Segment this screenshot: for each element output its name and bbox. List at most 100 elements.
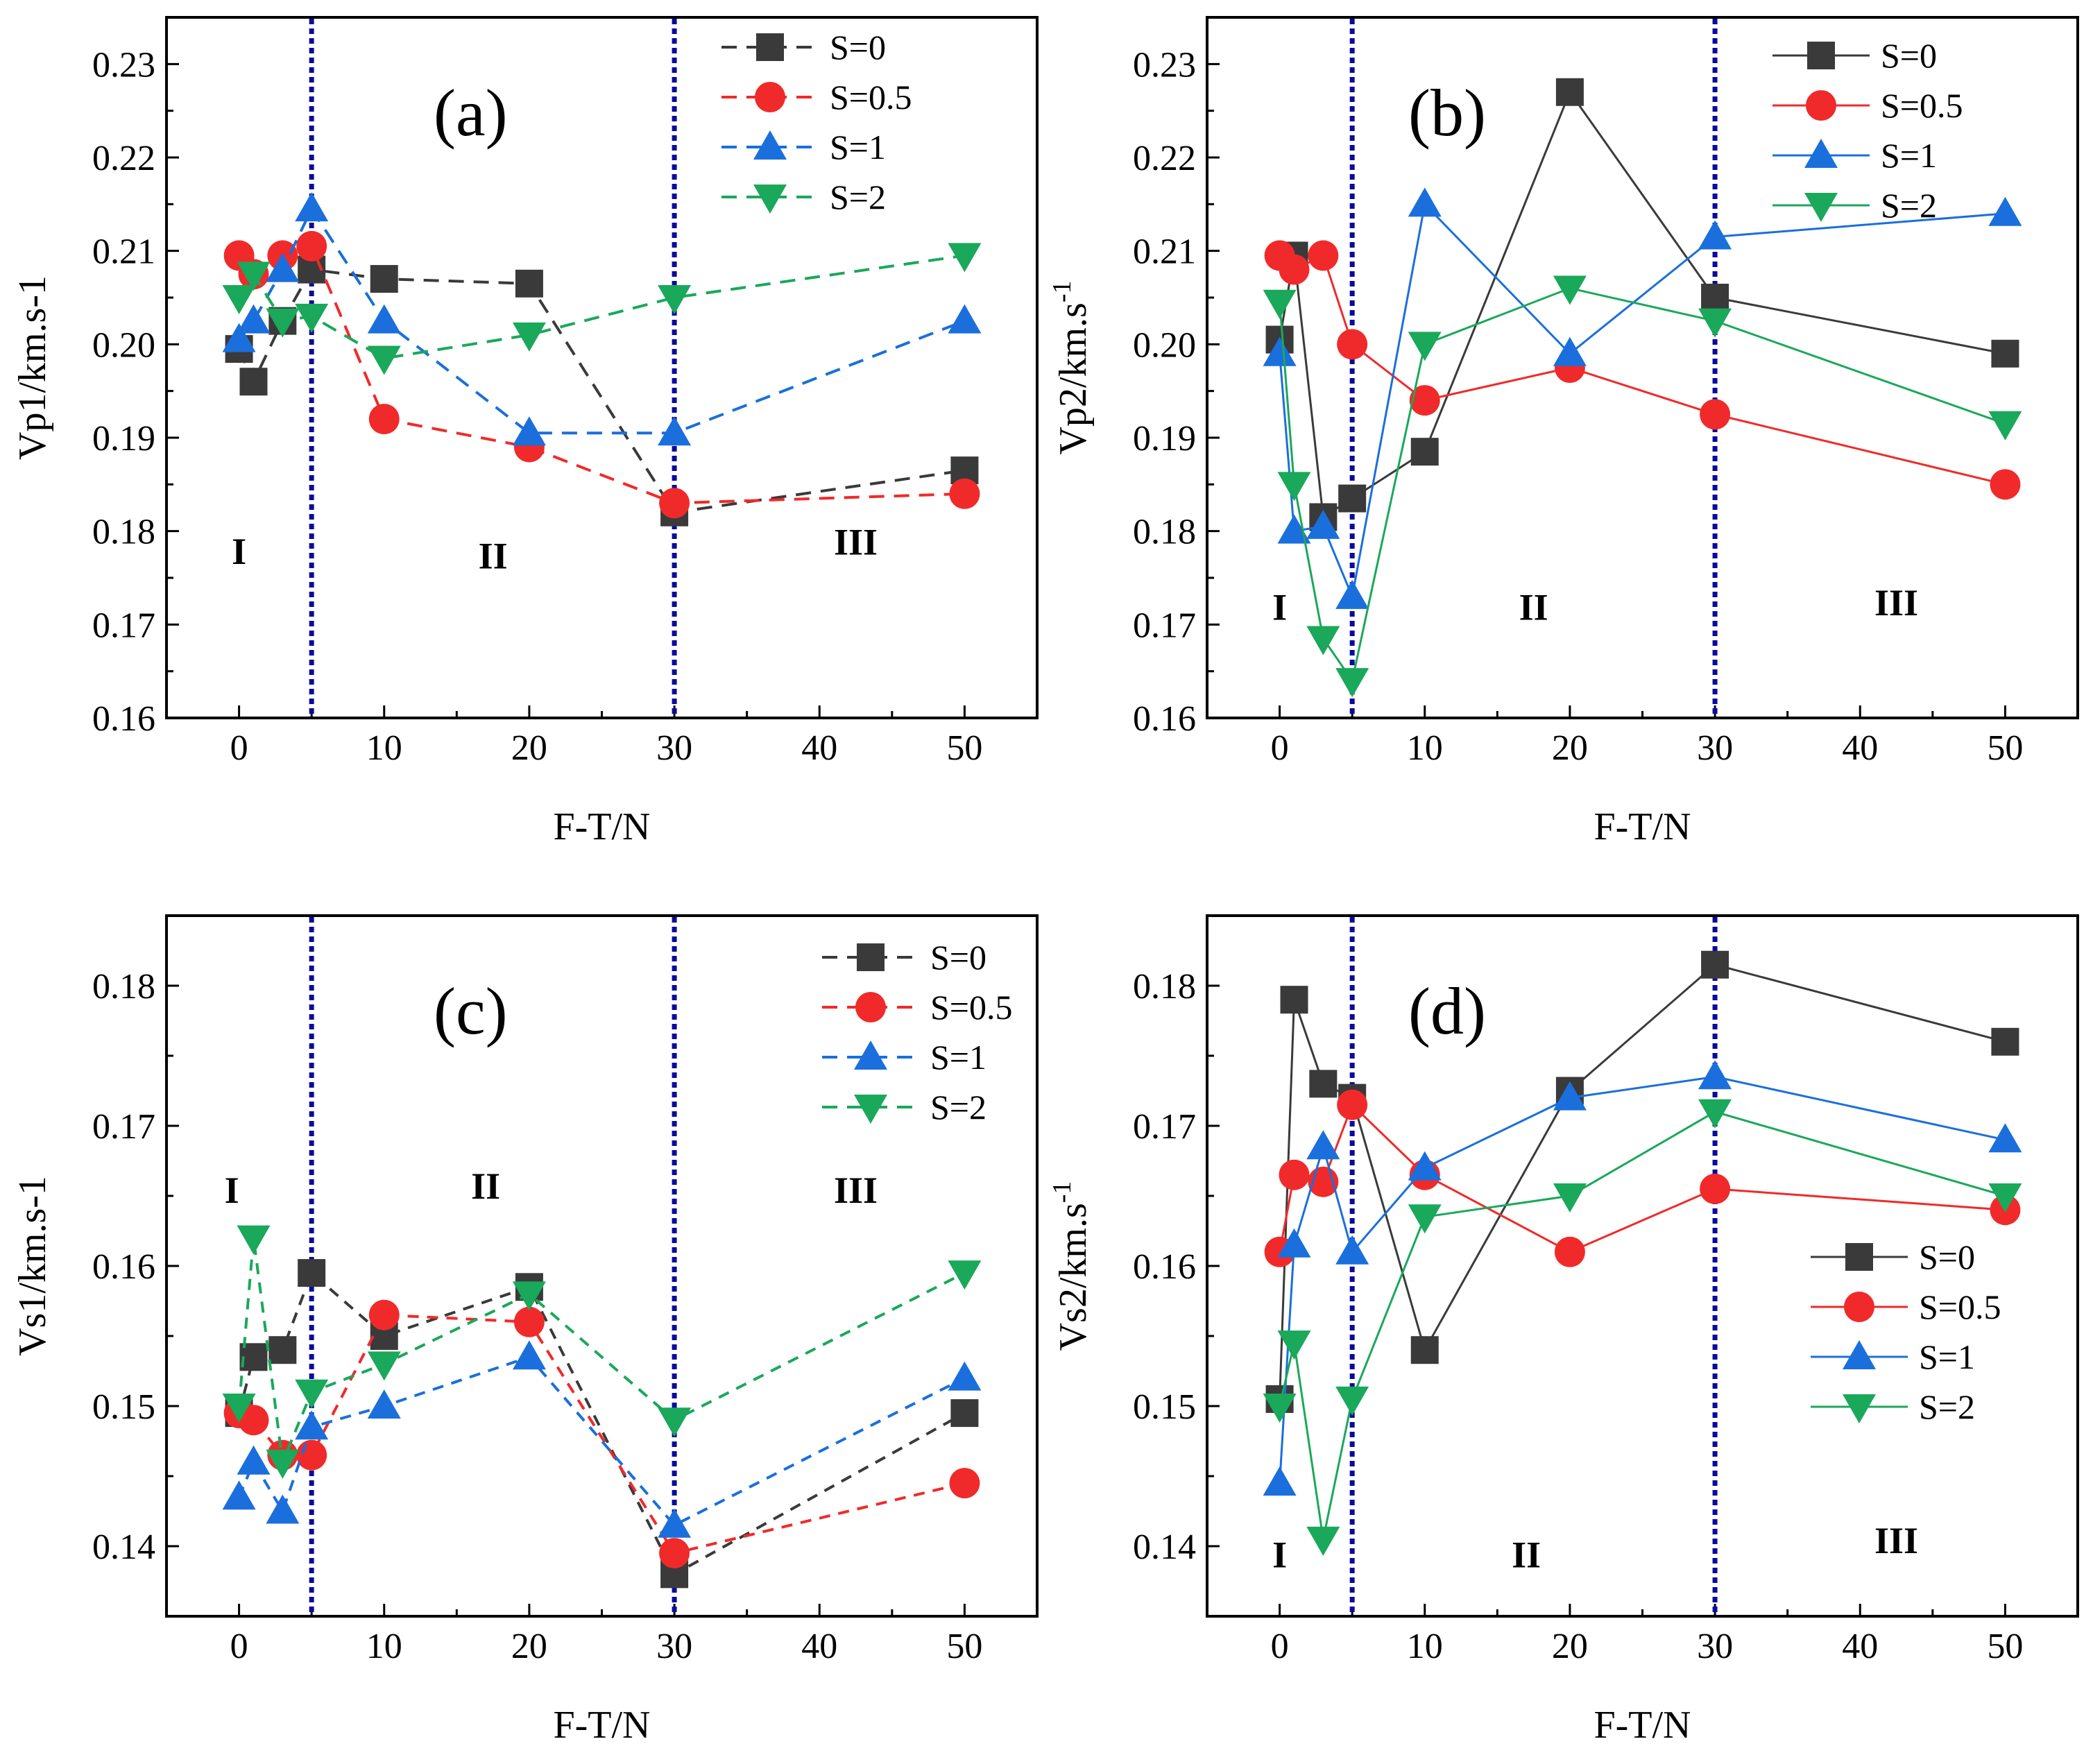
series-line-S=2 <box>237 254 965 360</box>
legend-marker <box>756 33 784 61</box>
series-line-S=0.5 <box>238 244 965 505</box>
data-point <box>1338 484 1367 513</box>
legend: S=0 S=0.5 S=1 S=2 <box>1811 1238 2001 1426</box>
legend-marker <box>753 130 787 160</box>
legend-text: S=1 <box>1919 1337 1975 1376</box>
y-axis-label-superscript: -1 <box>1048 280 1077 302</box>
y-axis-label: Vs2/km.s-1 <box>1048 1181 1095 1351</box>
data-point <box>659 488 690 519</box>
x-tick-label: 20 <box>511 728 547 768</box>
data-point <box>1306 626 1340 656</box>
data-point <box>222 1480 256 1510</box>
x-tick-label: 40 <box>1842 1627 1878 1666</box>
data-point <box>237 304 271 334</box>
x-axis-label: F-T/N <box>1594 805 1691 848</box>
series-line-S=1 <box>1279 1075 2006 1484</box>
data-point <box>1309 1070 1338 1098</box>
data-point <box>1337 1089 1368 1120</box>
data-point <box>298 1259 326 1287</box>
legend-text: S=0.5 <box>1919 1287 2001 1326</box>
series-line-S=0.5 <box>1279 254 2006 486</box>
data-point <box>295 1379 329 1409</box>
data-point <box>266 1494 300 1524</box>
plot-frame <box>165 914 1039 1618</box>
data-point <box>949 478 980 509</box>
data-point <box>515 269 543 298</box>
data-point <box>237 1225 271 1255</box>
data-point <box>238 1405 269 1436</box>
x-tick-label: 10 <box>1407 728 1443 768</box>
data-point <box>512 322 546 352</box>
data-point <box>1988 196 2022 226</box>
data-point <box>1263 336 1297 366</box>
x-axis-label: F-T/N <box>1594 1704 1691 1747</box>
legend-marker <box>1804 139 1838 168</box>
x-tick-label: 50 <box>946 1627 982 1666</box>
x-tick-label: 0 <box>230 1627 248 1666</box>
data-point <box>1280 986 1308 1014</box>
legend-text: S=0.5 <box>1881 86 1963 125</box>
y-tick-label: 0.14 <box>1133 1527 1196 1567</box>
data-point <box>1277 1228 1311 1258</box>
data-point <box>1988 1123 2022 1153</box>
y-axis-label: Vs1/km.s-1 <box>11 1176 54 1356</box>
y-tick-label: 0.18 <box>1133 967 1196 1007</box>
data-point <box>1279 1159 1310 1190</box>
legend-text: S=0 <box>1919 1238 1975 1276</box>
data-point <box>222 1394 256 1423</box>
y-tick-label: 0.23 <box>1133 45 1196 85</box>
series-line-S=2 <box>1279 286 2006 683</box>
data-point <box>222 285 256 314</box>
data-point <box>1335 579 1369 609</box>
legend-text: S=1 <box>830 128 886 166</box>
legend-marker <box>855 992 886 1022</box>
data-point <box>367 1351 401 1381</box>
x-tick-label: 30 <box>1697 728 1733 768</box>
y-tick-label: 0.16 <box>1133 699 1196 739</box>
x-tick-label: 30 <box>1697 1627 1733 1666</box>
legend-text: S=2 <box>1881 186 1937 225</box>
series-line-S=1 <box>237 1355 966 1527</box>
data-point <box>367 304 401 334</box>
data-point <box>1263 1394 1297 1423</box>
x-tick-label: 10 <box>366 1627 402 1666</box>
data-point <box>1554 1236 1585 1267</box>
data-point <box>1553 1183 1587 1213</box>
y-tick-label: 0.18 <box>92 967 155 1007</box>
data-point <box>950 1399 979 1428</box>
data-point <box>1335 1235 1369 1265</box>
data-point <box>948 1260 982 1290</box>
legend-marker <box>1806 90 1836 121</box>
series-line-S=0 <box>237 1270 966 1577</box>
region-label: I <box>1272 1534 1287 1575</box>
panel-d: 0 10 20 30 40 50 0.14 0.15 0.16 0.17 0.18 F-T/N Vs2/… <box>1048 914 2079 1747</box>
data-point <box>1277 514 1311 544</box>
series-line-S=0 <box>237 268 965 514</box>
data-point <box>1263 1466 1297 1496</box>
data-point <box>368 404 400 435</box>
x-tick-label: 0 <box>1271 728 1289 768</box>
data-point <box>1335 668 1369 698</box>
panel-b: 0 10 20 30 40 50 0.16 0.17 0.18 0.19 0.20 0.21 0.22 0… <box>1048 16 2079 848</box>
legend-marker <box>755 82 785 112</box>
data-point <box>1553 1081 1587 1111</box>
data-point <box>1263 289 1297 319</box>
x-tick-label: 30 <box>656 728 692 768</box>
x-tick-label: 30 <box>656 1627 692 1666</box>
y-tick-label: 0.18 <box>1133 513 1196 552</box>
legend: S=0 S=0.5 S=1 S=2 <box>721 28 912 216</box>
legend-text: S=0.5 <box>830 78 912 117</box>
data-point <box>1553 275 1587 305</box>
data-point <box>513 1306 545 1337</box>
data-point <box>1337 329 1368 360</box>
region-label: II <box>1512 1534 1541 1575</box>
data-point <box>1990 469 2021 500</box>
legend-marker <box>1844 1292 1874 1322</box>
x-tick-label: 50 <box>1987 728 2023 768</box>
panel-c: 0 10 20 30 40 50 0.14 0.15 0.16 0.17 0.18 F-T/N Vs1/… <box>11 914 1039 1747</box>
region-label: I <box>232 531 246 572</box>
data-point <box>512 1281 546 1311</box>
legend-text: S=0 <box>830 28 886 67</box>
region-label: III <box>834 521 878 563</box>
x-tick-label: 50 <box>1987 1627 2023 1666</box>
